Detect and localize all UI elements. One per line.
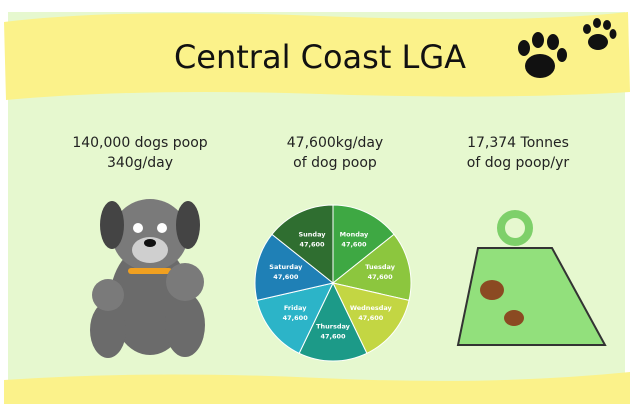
puppy-head <box>166 263 204 301</box>
paw-toe <box>532 32 544 48</box>
page: {"header": {"title": "Central Coast LGA"… <box>0 0 633 411</box>
stat-text: 340g/day <box>107 155 173 171</box>
paw-pad <box>588 34 608 50</box>
dog-collar <box>128 268 172 274</box>
paw-toe <box>610 29 617 39</box>
slice-value: 47,600 <box>358 314 384 322</box>
slice-category: Thursday <box>316 322 351 330</box>
slice-category: Sunday <box>299 230 327 238</box>
slice-value: 47,600 <box>320 332 346 340</box>
paw-toe <box>583 24 591 34</box>
dog-ear <box>100 201 124 249</box>
puppy-body <box>165 293 205 357</box>
paw-toe <box>603 20 611 30</box>
stat-text: of dog poop <box>293 155 377 171</box>
pie-chart: Monday 47,600 Tuesday 47,600 Wednesday 47,600… <box>255 205 411 361</box>
paw-toe <box>547 34 559 50</box>
slice-value: 47,600 <box>341 240 367 248</box>
paw-pad <box>525 54 555 78</box>
slice-category: Monday <box>340 230 369 238</box>
poop-icon <box>480 280 504 300</box>
slice-category: Saturday <box>269 263 303 271</box>
dog-nose <box>144 239 156 247</box>
puppy-head <box>92 279 124 311</box>
dog-eye <box>133 223 143 233</box>
stat-text: 140,000 dogs poop <box>72 135 207 151</box>
slice-category: Friday <box>284 304 307 312</box>
slice-value: 47,600 <box>273 273 299 281</box>
paw-toe <box>593 18 601 28</box>
slice-value: 47,600 <box>299 240 325 248</box>
stat-text: 47,600kg/day <box>287 135 383 151</box>
stat-text: of dog poop/yr <box>467 155 570 171</box>
slice-value: 47,600 <box>368 273 394 281</box>
paw-toe <box>557 48 567 62</box>
slice-value: 47,600 <box>283 314 309 322</box>
poop-icon <box>504 310 524 326</box>
stat-text: 17,374 Tonnes <box>467 135 569 151</box>
slice-category: Tuesday <box>365 263 395 271</box>
infographic: Central Coast LGA 140,000 dogs poop 340g/… <box>0 0 633 411</box>
slice-category: Wednesday <box>350 304 393 312</box>
dog-ear <box>176 201 200 249</box>
title: Central Coast LGA <box>174 38 466 76</box>
paw-toe <box>518 40 530 56</box>
dog-eye <box>157 223 167 233</box>
